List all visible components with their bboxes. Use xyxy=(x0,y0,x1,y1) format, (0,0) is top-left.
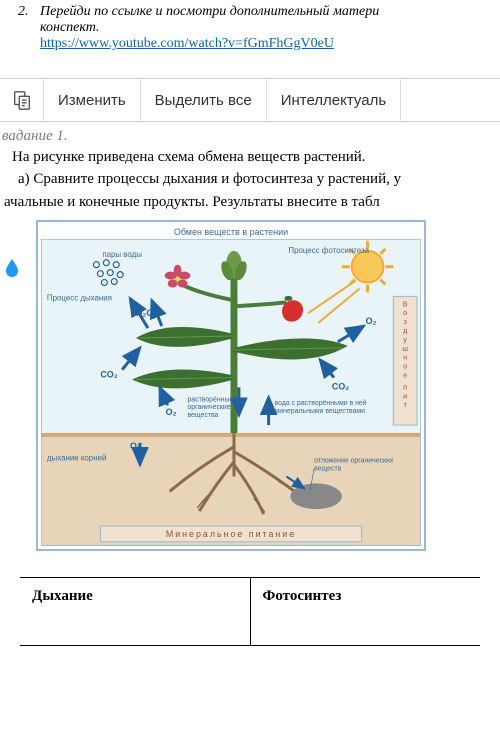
body-line3: ачальные и конечные продукты. Результаты… xyxy=(0,190,500,212)
svg-text:H₂O: H₂O xyxy=(136,308,153,318)
svg-text:вода с растворёнными в ней: вода с растворёнными в ней минеральными … xyxy=(275,399,369,415)
water-drop-icon xyxy=(0,255,24,279)
svg-text:Минеральное питание: Минеральное питание xyxy=(166,529,296,539)
select-all-button[interactable]: Выделить все xyxy=(141,79,267,121)
metabolism-diagram: Воздушноепит xyxy=(41,239,421,546)
body-line2: а) Сравните процессы дыхания и фотосинте… xyxy=(0,167,500,189)
task-number: 2. xyxy=(18,4,29,20)
label-photosynthesis: Процесс фотосинтеза xyxy=(288,246,369,255)
body-line1: На рисунке приведена схема обмена вещест… xyxy=(0,145,500,167)
youtube-link[interactable]: https://www.youtube.com/watch?v=fGmFhGgV… xyxy=(40,36,334,51)
task2-line2: конспект. xyxy=(40,20,488,36)
label-respiration: Процесс дыхания xyxy=(47,293,112,302)
table-header-respiration: Дыхание xyxy=(20,577,250,645)
diagram-title: Обмен веществ в растении xyxy=(41,225,421,239)
svg-text:O₂: O₂ xyxy=(366,316,377,326)
svg-text:O₂: O₂ xyxy=(130,441,141,451)
smart-button[interactable]: Интеллектуаль xyxy=(267,79,401,121)
table-row: Дыхание Фотосинтез xyxy=(20,577,480,645)
table-header-photosynthesis: Фотосинтез xyxy=(250,577,480,645)
label-vapor: пары воды xyxy=(102,250,142,259)
diagram-container: Обмен веществ в растении xyxy=(36,220,426,551)
comparison-table: Дыхание Фотосинтез xyxy=(20,577,480,646)
svg-text:CO₂: CO₂ xyxy=(100,369,117,379)
edit-button[interactable]: Изменить xyxy=(44,79,141,121)
svg-text:CO₂: CO₂ xyxy=(332,381,349,391)
toolbar: Изменить Выделить все Интеллектуаль xyxy=(0,78,500,122)
copy-icon[interactable] xyxy=(0,79,44,121)
svg-text:O₂: O₂ xyxy=(166,407,177,417)
task1-heading: вадание 1. xyxy=(0,122,500,145)
svg-text:дыхание корней: дыхание корней xyxy=(47,453,106,462)
task2-line1: Перейди по ссылке и посмотри дополнитель… xyxy=(40,4,488,20)
